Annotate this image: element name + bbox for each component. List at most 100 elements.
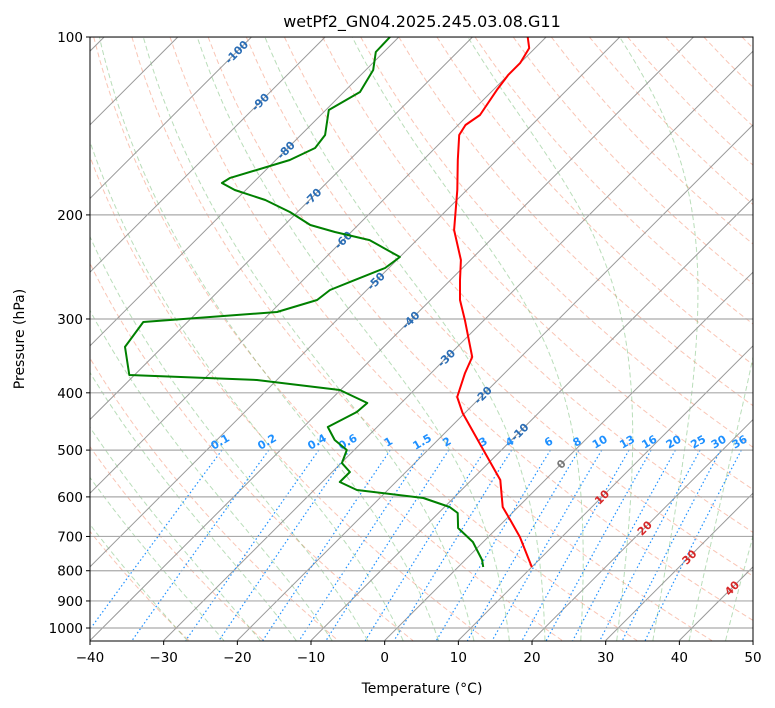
- moist-adiabat: [90, 476, 225, 641]
- moist-adiabat: [351, 37, 584, 641]
- x-tick-label: −10: [297, 650, 326, 666]
- y-axis-label: Pressure (hPa): [12, 289, 28, 389]
- mixing-ratio-line: [599, 449, 701, 641]
- y-tick-label: 900: [57, 594, 83, 610]
- dry-adiabat: [589, 37, 753, 206]
- isotherm: [310, 197, 753, 641]
- background-lines: [90, 37, 753, 641]
- mixing-ratio-line: [435, 449, 551, 641]
- dry-adiabat: [131, 37, 638, 641]
- moist-adiabat: [90, 235, 369, 641]
- mixing-ratio-line: [621, 449, 722, 641]
- mixing-ratio-label: 30: [709, 432, 729, 451]
- isotherm: [90, 37, 326, 273]
- dry-adiabat: [322, 37, 753, 491]
- dry-adiabat: [550, 37, 753, 245]
- isotherm: [531, 418, 753, 641]
- moist-adiabat: [619, 37, 699, 641]
- isotherm: [90, 37, 252, 200]
- dry-adiabat: [93, 37, 563, 641]
- mixing-ratio-line: [218, 449, 351, 641]
- x-tick-label: 10: [450, 650, 467, 666]
- isotherm: [90, 37, 621, 568]
- mixing-ratio-line: [545, 449, 652, 641]
- isotherm: [90, 37, 400, 347]
- mixing-ratio-line: [644, 449, 742, 641]
- mixing-ratio-line: [572, 449, 676, 641]
- isotherm: [90, 37, 473, 421]
- mixing-ratio-line: [491, 449, 603, 641]
- dry-adiabat: [90, 357, 339, 641]
- mixing-ratio-label: 6: [542, 434, 555, 449]
- dry-adiabat: [741, 37, 753, 49]
- dry-adiabat: [90, 530, 190, 641]
- dry-adiabat: [245, 37, 753, 577]
- mixing-ratio-line: [185, 449, 320, 641]
- moist-adiabat: [90, 523, 188, 641]
- isotherm: [384, 271, 753, 641]
- dry-adiabat: [90, 445, 264, 641]
- chart-title: wetPf2_GN04.2025.245.03.08.G11: [283, 12, 561, 32]
- mixing-ratio-label: 10: [590, 432, 610, 451]
- dry-adiabat: [512, 37, 753, 285]
- isotherm-label: -100: [223, 38, 252, 67]
- x-axis: −40 −30 −20 −10 0 10 20 30 40 50: [76, 641, 762, 666]
- plot-frame: [89, 36, 754, 642]
- y-tick-label: 500: [57, 443, 83, 459]
- dry-adiabat: [703, 37, 753, 88]
- y-tick-label: 600: [57, 490, 83, 506]
- profile-series: [124, 37, 533, 568]
- x-tick-label: −30: [149, 650, 178, 666]
- mixing-ratio-line: [131, 449, 270, 641]
- mixing-ratio-line: [262, 449, 391, 641]
- y-tick-label: 700: [57, 529, 83, 545]
- dry-adiabat: [90, 262, 414, 641]
- mixing-ratio-label: 0.4: [305, 431, 329, 452]
- dry-adiabat: [665, 37, 753, 127]
- y-tick-label: 400: [57, 386, 83, 402]
- dewpoint-profile-line: [124, 37, 485, 568]
- moist-adiabat: [264, 37, 546, 641]
- mixing-ratio-label: 2: [440, 435, 453, 450]
- mixing-ratio-line: [393, 449, 513, 641]
- x-tick-label: 40: [671, 650, 688, 666]
- isotherm: [163, 50, 753, 641]
- y-axis: 100 200 300 400 500 600 700 800 900 1000: [49, 30, 90, 637]
- x-tick-label: −40: [76, 650, 105, 666]
- y-tick-label: 300: [57, 312, 83, 328]
- isotherm: [90, 37, 547, 494]
- temperature-profile-line: [453, 37, 533, 568]
- dry-adiabat: [474, 37, 753, 325]
- x-tick-label: 20: [523, 650, 540, 666]
- moist-adiabat: [98, 37, 439, 641]
- mixing-ratio-label: 0.2: [255, 432, 278, 453]
- moist-adiabat: [90, 426, 261, 641]
- moist-adiabat: [142, 37, 475, 641]
- isotherm: [236, 124, 753, 641]
- isotherm: [90, 37, 694, 641]
- y-tick-label: 100: [57, 30, 83, 46]
- isotherm: [678, 566, 753, 641]
- x-tick-label: 0: [380, 650, 389, 666]
- x-tick-label: −20: [223, 650, 252, 666]
- x-tick-label: 30: [597, 650, 614, 666]
- moist-adiabat: [90, 309, 333, 641]
- mixing-ratio-label: 20: [664, 432, 684, 451]
- mixing-ratio-label: 0.6: [336, 431, 360, 452]
- dry-adiabat: [398, 37, 753, 407]
- moist-adiabat: [725, 534, 753, 641]
- y-tick-label: 200: [57, 208, 83, 224]
- isotherm: [605, 492, 753, 641]
- mixing-ratio-line: [90, 449, 223, 631]
- mixing-ratio-label: 1: [382, 435, 395, 450]
- mixing-ratio-label: 1.5: [411, 432, 434, 453]
- dry-adiabat: [436, 37, 753, 366]
- moist-adiabat: [90, 140, 404, 641]
- x-axis-label: Temperature (°C): [361, 681, 483, 697]
- x-tick-label: 50: [744, 650, 761, 666]
- isotherm: [457, 345, 753, 641]
- mixing-ratio-line: [521, 449, 630, 641]
- y-tick-label: 1000: [49, 621, 83, 637]
- moist-adiabat: [467, 37, 634, 641]
